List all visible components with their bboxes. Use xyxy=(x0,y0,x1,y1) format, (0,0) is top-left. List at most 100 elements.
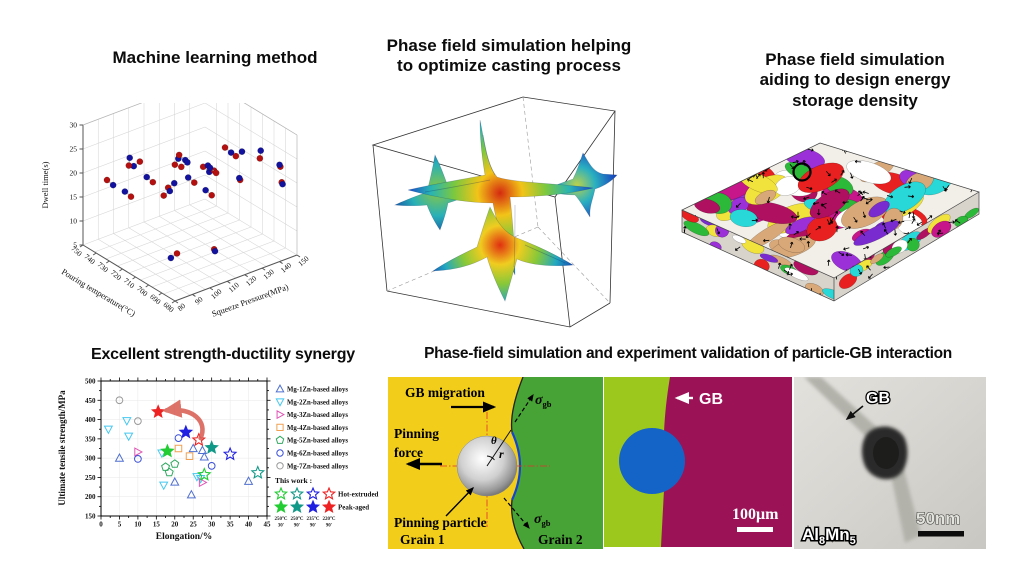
condition-label-time: 90' xyxy=(310,524,317,529)
z-tick-label: 30 xyxy=(70,121,78,130)
polarization-arrow xyxy=(786,272,793,276)
polarization-arrow xyxy=(830,216,835,223)
domain-blob xyxy=(822,288,834,301)
legend-marker xyxy=(276,462,284,470)
polarization-arrow xyxy=(777,262,782,269)
improvement-arrow-annotation xyxy=(162,399,205,441)
domain-blob xyxy=(846,160,892,185)
polarization-arrow xyxy=(788,223,792,230)
polarization-arrow xyxy=(803,196,810,201)
polarization-arrow xyxy=(842,200,849,205)
panel-title-synergy: Excellent strength-ductility synergy xyxy=(91,346,355,363)
pinning-force-label-line2: force xyxy=(394,445,423,460)
polarization-arrow xyxy=(844,226,851,230)
condition-label-temp: 250°C xyxy=(274,517,287,522)
this-work-hot-extruded-point xyxy=(250,465,266,479)
polarization-arrow xyxy=(831,178,837,183)
panel-title-energy: Phase field simulation aiding to design … xyxy=(700,50,1010,111)
polarization-arrow xyxy=(838,251,845,256)
polarization-arrow xyxy=(766,196,771,204)
polarization-arrow xyxy=(862,211,867,218)
polarization-arrow xyxy=(860,195,865,202)
polarization-arrow xyxy=(890,218,897,223)
grid-lines xyxy=(82,103,298,296)
legend-star-filled xyxy=(273,499,289,514)
polarization-arrow xyxy=(886,195,894,199)
polarization-arrow xyxy=(789,263,793,270)
polarization-arrow xyxy=(883,265,890,270)
alloy-point xyxy=(170,459,180,468)
legend-star-open xyxy=(305,486,321,501)
plot-frame xyxy=(100,380,268,517)
sigma-gb-label-top: σgb xyxy=(535,393,552,409)
z-tick-label: 10 xyxy=(70,217,78,226)
condition-label-temp: 220°C xyxy=(322,517,335,522)
pair-point-blue xyxy=(184,159,191,166)
legend-star-filled xyxy=(289,499,305,514)
condition-label-temp: 235°C xyxy=(306,517,319,522)
y-tick-label: 150 xyxy=(85,513,96,521)
legend-star-open xyxy=(273,486,289,501)
highlight-circle-annotation xyxy=(792,162,812,182)
pair-point-red xyxy=(136,158,144,165)
pair-point-red xyxy=(127,193,135,200)
pair-point-red xyxy=(177,163,185,171)
pair-point-blue xyxy=(184,174,192,181)
alloy-point xyxy=(207,461,216,470)
polarization-arrow xyxy=(834,189,841,194)
legend-label: Mg-6Zn-based alloys xyxy=(287,451,348,458)
pair-point-blue xyxy=(109,181,117,189)
polarization-arrow xyxy=(845,253,852,257)
pair-point-red xyxy=(232,152,240,160)
casting-title-line2: to optimize casting process xyxy=(397,56,621,76)
polarization-arrow xyxy=(825,171,831,177)
pinning-particle-label: Pinning particle xyxy=(394,515,487,530)
panel-title-machine-learning: Machine learning method xyxy=(112,48,318,67)
x-tick-label: 45 xyxy=(264,521,272,529)
legend-label: Mg-2Zn-based alloys xyxy=(287,399,348,406)
polarization-arrow xyxy=(911,212,916,219)
polarization-arrow xyxy=(907,194,915,199)
tick-marks xyxy=(97,377,271,520)
this-work-label: This work : xyxy=(275,476,312,485)
box-back-edges xyxy=(82,103,298,255)
polarization-arrow xyxy=(833,211,838,217)
polarization-arrow xyxy=(862,190,869,194)
y-tick-label: 90 xyxy=(193,294,205,306)
peak-aged-label: Peak-aged xyxy=(338,504,369,512)
condition-label-time: 30' xyxy=(278,524,285,529)
energy-title-line1: Phase field simulation xyxy=(765,50,945,69)
tem-scale-bar xyxy=(918,531,964,537)
energy-title-line2: aiding to design energy xyxy=(759,70,951,90)
pair-point-red xyxy=(208,191,216,199)
polarization-arrow xyxy=(751,218,758,222)
sim-particle-circle xyxy=(619,428,685,494)
polarization-arrow xyxy=(854,159,862,164)
z-tick-label: 20 xyxy=(70,169,78,178)
polarization-arrow xyxy=(853,216,858,223)
alloy-point xyxy=(164,467,174,477)
x-tick-label: 40 xyxy=(245,521,253,529)
polarization-arrow xyxy=(862,245,870,250)
legend-label: Mg-4Zn-based alloys xyxy=(287,425,348,432)
alloy-point xyxy=(199,451,210,461)
domain-blob xyxy=(759,253,779,263)
z-tick-label: 25 xyxy=(70,145,78,154)
legend-marker xyxy=(275,384,285,393)
polarization-arrow xyxy=(826,259,831,266)
y-tick-label: 300 xyxy=(85,455,96,463)
alloy-point xyxy=(186,489,197,499)
polarization-arrow xyxy=(734,246,741,251)
x-tick-label: 10 xyxy=(134,521,142,529)
polarization-arrow xyxy=(806,241,811,248)
polarization-arrow xyxy=(790,241,794,249)
pair-point-blue xyxy=(235,174,243,182)
tem-gb-label: GB xyxy=(866,390,890,407)
pinning-particle-pointer-arrow xyxy=(445,486,474,517)
polarization-arrow xyxy=(820,203,827,207)
polarization-arrow xyxy=(840,170,845,176)
polarization-arrow xyxy=(898,220,905,224)
x-tick-label: 30 xyxy=(208,521,216,529)
y-tick-label: 400 xyxy=(85,416,96,424)
polarization-arrow xyxy=(860,230,866,236)
